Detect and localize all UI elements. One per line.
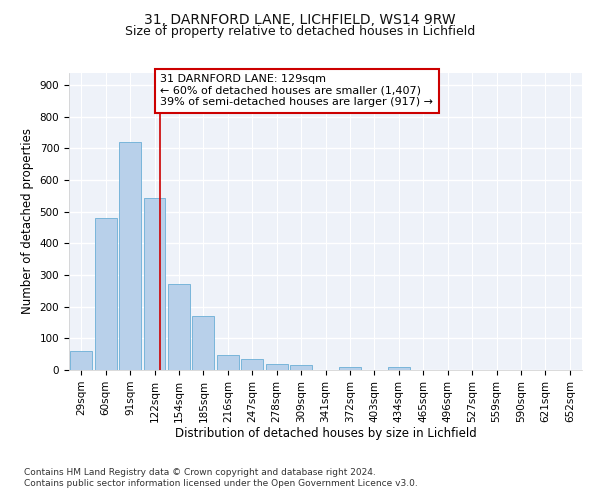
Bar xyxy=(193,316,214,370)
Y-axis label: Number of detached properties: Number of detached properties xyxy=(21,128,34,314)
Bar xyxy=(217,355,239,370)
Text: 31, DARNFORD LANE, LICHFIELD, WS14 9RW: 31, DARNFORD LANE, LICHFIELD, WS14 9RW xyxy=(144,12,456,26)
Bar xyxy=(70,351,92,370)
Bar xyxy=(143,198,166,370)
Bar xyxy=(388,367,410,370)
Bar xyxy=(339,367,361,370)
Text: 31 DARNFORD LANE: 129sqm
← 60% of detached houses are smaller (1,407)
39% of sem: 31 DARNFORD LANE: 129sqm ← 60% of detach… xyxy=(160,74,433,108)
Text: Contains HM Land Registry data © Crown copyright and database right 2024.
Contai: Contains HM Land Registry data © Crown c… xyxy=(24,468,418,487)
Bar xyxy=(241,359,263,370)
Text: Size of property relative to detached houses in Lichfield: Size of property relative to detached ho… xyxy=(125,25,475,38)
Bar xyxy=(119,142,141,370)
Bar xyxy=(290,366,312,370)
X-axis label: Distribution of detached houses by size in Lichfield: Distribution of detached houses by size … xyxy=(175,428,476,440)
Bar xyxy=(168,284,190,370)
Bar xyxy=(95,218,116,370)
Bar xyxy=(266,364,287,370)
